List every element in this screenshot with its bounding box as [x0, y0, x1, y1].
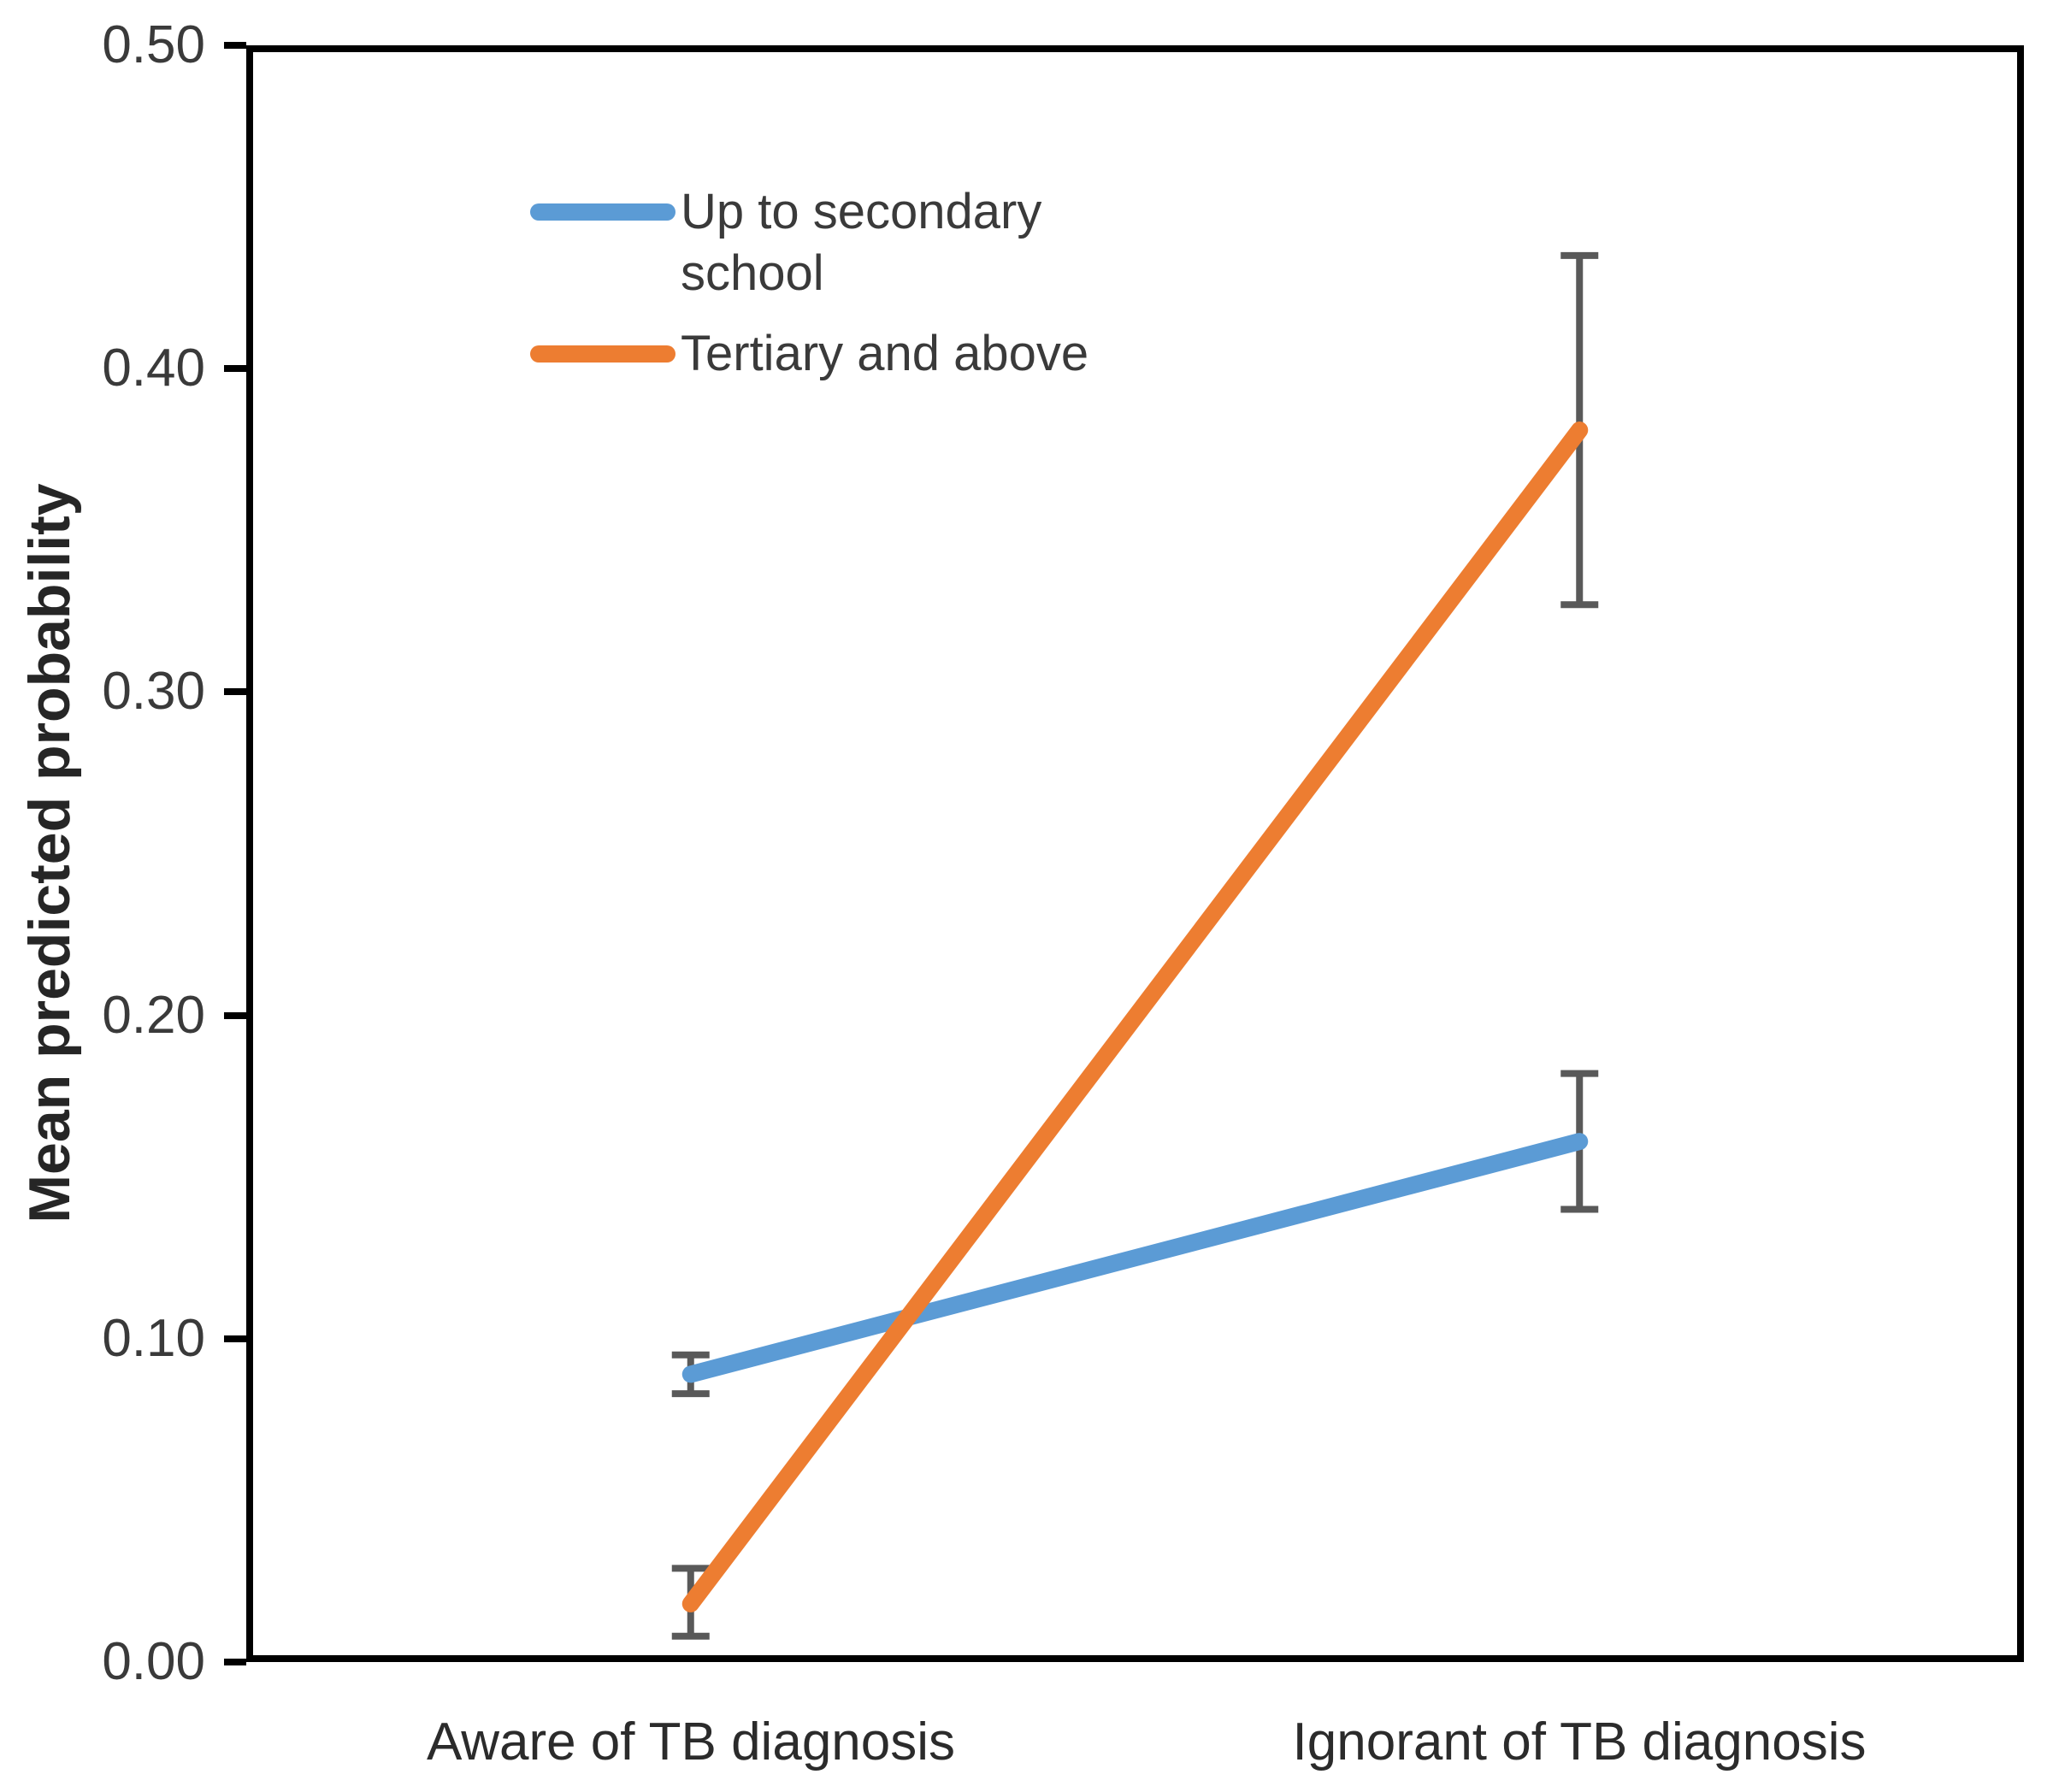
- y-tick-label: 0.00: [102, 1632, 205, 1691]
- legend-item: Tertiary and above: [530, 323, 1168, 385]
- y-tick-mark: [224, 1011, 246, 1019]
- legend-label: Tertiary and above: [681, 326, 1089, 381]
- plot-area: [246, 45, 2024, 1662]
- y-tick-mark: [224, 1659, 246, 1665]
- legend-swatch-tertiary-and-above: [530, 345, 675, 363]
- y-tick-mark: [224, 365, 246, 373]
- legend-swatch-up-to-secondary-school: [530, 203, 675, 221]
- legend-item: Up to secondary school: [530, 181, 1168, 304]
- series-line-up-to-secondary-school: [681, 1133, 1589, 1383]
- x-axis-label-aware: Aware of TB diagnosis: [426, 1712, 956, 1771]
- y-tick-mark: [224, 42, 246, 49]
- legend-label: Up to secondary school: [681, 184, 1042, 301]
- series-tertiary-and-above: [671, 251, 1599, 1640]
- plot-border: [246, 45, 2024, 1662]
- y-tick-mark: [224, 1335, 246, 1342]
- y-tick-label: 0.40: [102, 339, 205, 398]
- legend: Up to secondary school Tertiary and abov…: [530, 181, 1168, 385]
- y-tick-mark: [224, 688, 246, 696]
- series-up-to-secondary-school: [671, 1070, 1599, 1398]
- y-tick-label: 0.10: [102, 1308, 205, 1368]
- y-tick-label: 0.30: [102, 662, 205, 722]
- x-axis-label-ignorant: Ignorant of TB diagnosis: [1292, 1712, 1867, 1771]
- y-tick-label: 0.50: [102, 15, 205, 74]
- y-tick-label: 0.20: [102, 985, 205, 1045]
- y-axis-title: Mean predicted probability: [17, 483, 82, 1223]
- series-line-tertiary-and-above: [681, 421, 1589, 1612]
